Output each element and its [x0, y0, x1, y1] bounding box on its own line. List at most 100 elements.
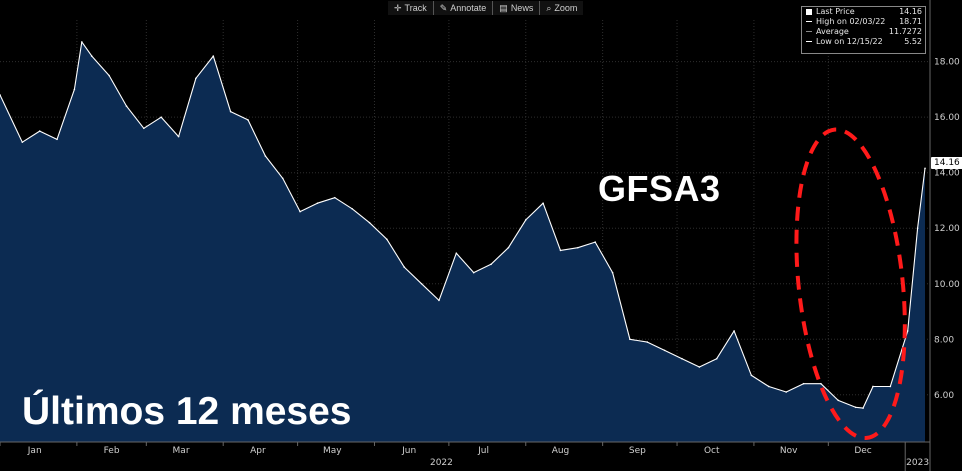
data-point	[820, 382, 822, 385]
x-tick-label: Dec	[854, 446, 871, 456]
data-point	[368, 221, 371, 224]
magnifier-icon: ⌕	[546, 2, 552, 13]
x-tick-label: Jan	[27, 446, 42, 456]
x-axis: Jan Feb Mar Apr May Jun Jul Aug Sep Oct Nov Dec 2022…	[0, 441, 930, 471]
data-point	[577, 246, 579, 249]
data-point	[264, 155, 267, 157]
data-point	[229, 110, 232, 113]
data-point	[299, 210, 301, 213]
news-label: News	[510, 3, 534, 13]
data-point	[212, 55, 215, 57]
news-icon: ▤	[499, 2, 508, 13]
chart-toolbar: ✛ Track ✎ Annotate ▤ News ⌕ Zoom	[388, 1, 584, 15]
data-point	[177, 135, 180, 138]
y-tick-label: 12.00	[934, 224, 960, 234]
x-tick-label: May	[323, 446, 342, 456]
data-point	[524, 219, 527, 221]
legend-last-value: 14.16	[899, 7, 922, 16]
legend-avg-value: 11.7272	[888, 27, 922, 36]
data-point	[281, 177, 284, 180]
y-axis: 6.00 8.00 10.00 12.00 14.00 16.00 18.00	[929, 0, 960, 471]
chart-legend: Last Price 14.16 High on 02/03/22 18.71 …	[801, 6, 926, 54]
data-point	[542, 202, 544, 205]
data-point	[334, 196, 336, 199]
data-point	[38, 130, 41, 132]
y-tick-label: 8.00	[934, 335, 954, 345]
data-point	[785, 391, 787, 393]
y-tick-label: 10.00	[934, 280, 960, 290]
y-tick-label: 18.00	[934, 58, 960, 68]
highlight-ellipse	[794, 127, 907, 440]
legend-high-label: High on 02/03/22	[816, 17, 886, 26]
data-point	[802, 382, 805, 385]
data-point	[889, 385, 892, 388]
x-tick-label: Sep	[629, 446, 646, 456]
ticker-annotation: GFSA3	[598, 168, 721, 209]
data-point	[81, 41, 83, 43]
track-button[interactable]: ✛ Track	[388, 1, 434, 15]
data-point	[125, 105, 128, 107]
data-point	[862, 407, 864, 409]
legend-high-value: 18.71	[899, 17, 922, 26]
y-tick-label: 6.00	[934, 391, 954, 401]
x-tick-label: Oct	[704, 446, 720, 456]
data-point	[837, 399, 840, 402]
track-label: Track	[404, 3, 427, 13]
x-tick-label: Nov	[780, 446, 798, 456]
y-tick-label: 16.00	[934, 113, 960, 123]
data-point	[490, 263, 492, 266]
data-point	[420, 282, 423, 285]
legend-last-label: Last Price	[816, 7, 855, 16]
data-point	[73, 88, 76, 91]
year-label: 2023	[906, 458, 929, 468]
data-point	[733, 330, 735, 332]
plot-area	[0, 41, 926, 443]
legend-avg-label: Average	[816, 27, 849, 36]
data-point	[629, 338, 631, 341]
legend-high: High on 02/03/22 18.71	[802, 17, 925, 27]
data-point	[924, 167, 926, 170]
highlight-overlay	[794, 127, 907, 440]
x-tick-label: Apr	[250, 446, 266, 456]
data-point	[143, 127, 145, 130]
data-point	[750, 374, 753, 377]
legend-low: Low on 12/15/22 5.52	[802, 37, 925, 47]
zoom-button[interactable]: ⌕ Zoom	[540, 1, 584, 15]
data-point	[559, 249, 562, 252]
year-label: 2022	[430, 458, 453, 468]
data-point	[715, 357, 718, 360]
data-point	[646, 341, 649, 343]
data-point	[90, 55, 93, 57]
zoom-label: Zoom	[554, 3, 578, 13]
data-point	[663, 349, 666, 352]
square-icon	[806, 9, 812, 15]
data-point	[854, 406, 857, 409]
x-tick-label: Jul	[477, 446, 489, 456]
legend-low-label: Low on 12/15/22	[816, 37, 883, 46]
data-point	[681, 357, 683, 360]
data-point	[316, 202, 319, 205]
pencil-icon: ✎	[439, 2, 448, 13]
period-caption: Últimos 12 meses	[22, 390, 352, 433]
data-point	[768, 385, 770, 388]
data-point	[21, 141, 24, 143]
x-tick-label: Mar	[173, 446, 190, 456]
annotate-label: Annotate	[450, 3, 487, 13]
news-button[interactable]: ▤ News	[493, 1, 541, 15]
data-point	[472, 271, 475, 274]
data-point	[507, 246, 510, 249]
data-point	[594, 241, 596, 243]
x-tick-label: Jun	[401, 446, 416, 456]
x-tick-label: Feb	[104, 446, 120, 456]
line-icon	[806, 21, 812, 22]
data-point	[872, 385, 874, 388]
annotate-button[interactable]: ✎ Annotate	[433, 1, 494, 15]
data-point	[698, 366, 701, 368]
data-point	[403, 266, 406, 268]
data-point	[906, 330, 909, 332]
data-point	[160, 116, 162, 118]
legend-last-price: Last Price 14.16	[802, 7, 925, 17]
line-icon	[806, 41, 812, 42]
legend-low-value: 5.52	[904, 37, 922, 46]
last-price-badge: 14.16	[931, 157, 962, 169]
